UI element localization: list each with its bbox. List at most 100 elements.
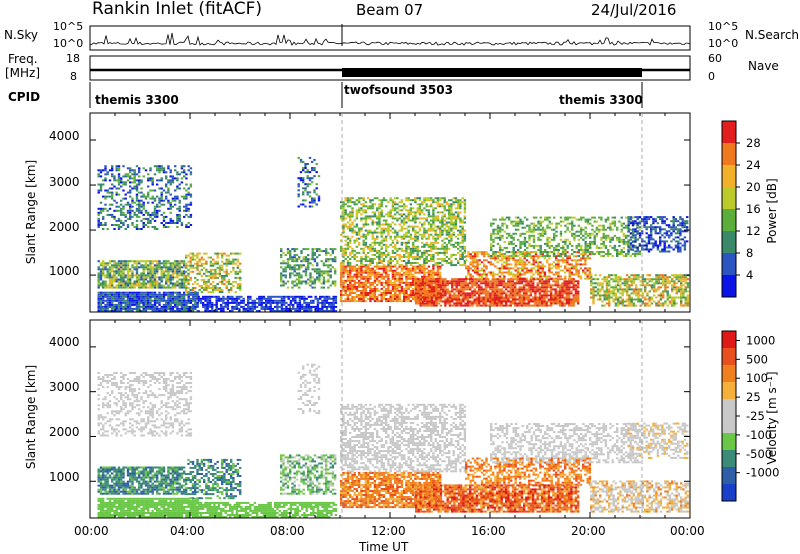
power-cell	[325, 248, 328, 251]
power-cell	[115, 297, 118, 300]
power-cell	[135, 297, 139, 300]
power-cell	[436, 267, 440, 270]
power-cell	[297, 183, 300, 186]
power-cell	[135, 195, 139, 198]
power-cell	[561, 296, 564, 299]
power-cell	[342, 235, 345, 238]
power-cell	[225, 258, 228, 261]
power-cell	[396, 271, 399, 274]
power-cell	[301, 305, 304, 308]
power-cell	[457, 284, 461, 287]
power-cell	[291, 256, 294, 259]
power-cell	[572, 288, 575, 291]
power-cell	[409, 289, 413, 292]
power-cell	[570, 290, 573, 293]
power-cell	[355, 209, 359, 212]
power-cell	[205, 260, 208, 263]
power-cell	[430, 205, 433, 208]
power-cell	[496, 292, 499, 295]
power-cell	[448, 227, 451, 230]
power-cell	[414, 225, 417, 228]
power-cell	[183, 205, 186, 208]
power-cell	[142, 303, 145, 306]
power-cell	[202, 301, 205, 304]
power-cell	[547, 290, 551, 293]
power-cell	[344, 294, 347, 296]
power-cell	[102, 262, 105, 265]
power-cell	[209, 270, 213, 273]
power-cell	[358, 275, 361, 278]
power-cell	[362, 296, 365, 298]
power-cell	[176, 276, 179, 279]
power-cell	[113, 274, 116, 277]
power-cell	[376, 241, 379, 244]
power-cell	[236, 287, 240, 289]
power-cell	[120, 262, 123, 265]
power-cell	[538, 298, 542, 301]
power-cell	[115, 310, 118, 312]
power-cell	[419, 304, 422, 307]
power-cell	[317, 199, 321, 202]
power-cell	[436, 277, 440, 280]
power-cell	[405, 235, 408, 238]
power-cell	[349, 283, 352, 286]
power-cell	[156, 293, 159, 296]
power-cell	[310, 299, 313, 302]
power-cell	[115, 191, 118, 194]
power-cell	[340, 279, 343, 282]
power-cell	[147, 264, 150, 267]
power-cell	[380, 283, 383, 286]
power-cell	[280, 276, 283, 279]
power-cell	[194, 301, 197, 304]
power-cell	[313, 248, 317, 251]
power-cell	[344, 289, 347, 292]
power-cell	[505, 292, 508, 295]
power-cell	[355, 287, 359, 290]
power-cell	[122, 266, 125, 269]
power-cell	[220, 297, 223, 300]
power-cell	[215, 310, 218, 312]
power-cell	[286, 286, 290, 289]
power-cell	[227, 260, 231, 263]
power-cell	[349, 258, 352, 260]
power-cell	[305, 303, 308, 306]
power-cell	[147, 213, 150, 216]
power-cell	[140, 284, 143, 287]
power-cell	[463, 229, 467, 232]
power-cell	[358, 281, 361, 284]
power-cell	[436, 225, 440, 228]
power-cell	[304, 274, 308, 277]
power-cell	[158, 278, 161, 281]
power-cell	[489, 292, 492, 295]
power-cell	[511, 288, 515, 291]
power-cell	[394, 300, 397, 303]
power-cell	[444, 284, 447, 287]
power-cell	[532, 296, 535, 299]
power-cell	[178, 205, 181, 208]
power-cell	[308, 183, 312, 186]
power-cell	[445, 260, 449, 262]
power-cell	[380, 267, 383, 270]
power-cell	[183, 171, 186, 174]
power-cell	[436, 262, 440, 264]
power-cell	[238, 310, 241, 312]
power-cell	[158, 171, 161, 174]
power-cell	[111, 295, 114, 298]
power-cell	[455, 298, 458, 301]
power-cell	[171, 272, 175, 275]
power-cell	[97, 213, 100, 216]
power-cell	[453, 278, 456, 281]
power-cell	[124, 280, 127, 283]
power-cell	[378, 211, 381, 214]
power-cell	[321, 305, 324, 308]
power-cell	[104, 173, 107, 176]
power-cell	[437, 280, 440, 283]
power-cell	[171, 278, 175, 281]
power-cell	[349, 205, 352, 208]
power-cell	[178, 173, 181, 176]
power-cell	[421, 245, 424, 248]
power-cell	[478, 302, 481, 305]
power-cell	[156, 286, 159, 289]
power-cell	[147, 211, 150, 214]
power-cell	[140, 276, 143, 279]
